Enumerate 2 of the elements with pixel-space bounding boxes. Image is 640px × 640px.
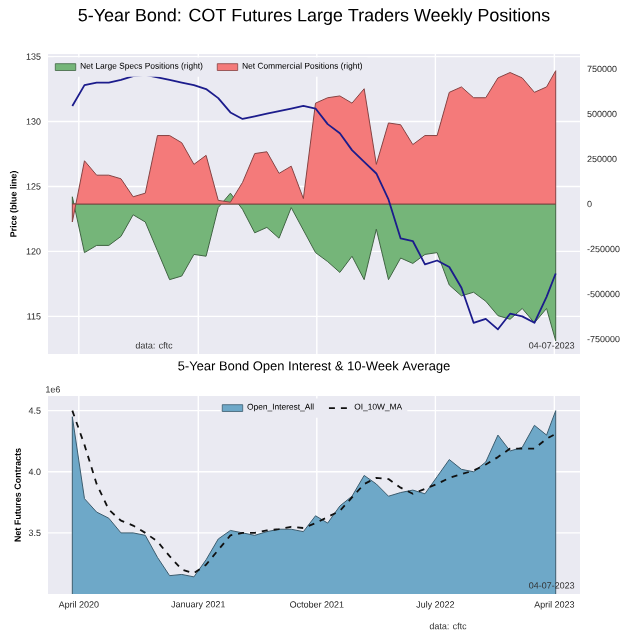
line-series <box>71 73 557 331</box>
chart-title: 5-Year Bond: COT Futures Large Traders Weekly Positions <box>78 8 550 25</box>
